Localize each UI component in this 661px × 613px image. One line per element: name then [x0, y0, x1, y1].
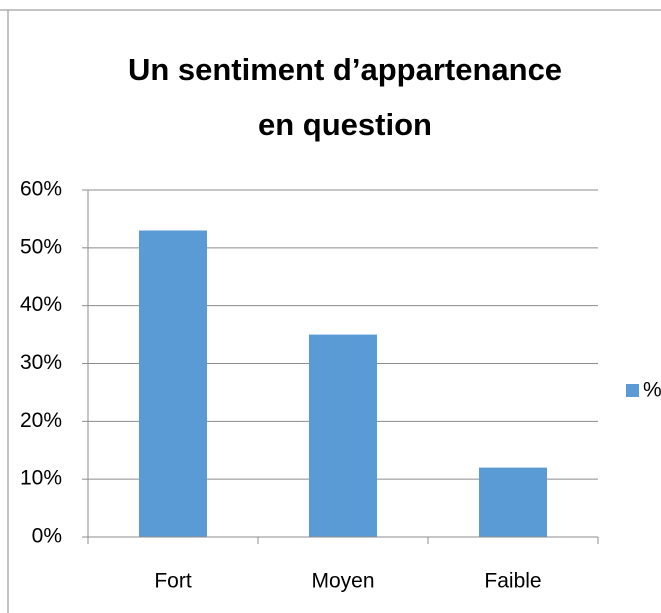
legend-swatch	[626, 384, 639, 397]
chart-title: Un sentiment d’appartenance	[128, 52, 562, 87]
x-tick-label: Moyen	[311, 570, 374, 593]
bar	[139, 230, 207, 537]
y-tick-label: 50%	[20, 235, 62, 258]
legend-label: %	[643, 379, 661, 402]
y-tick-label: 60%	[20, 178, 62, 201]
y-tick-label: 0%	[32, 525, 62, 548]
x-tick-label: Faible	[484, 570, 541, 593]
y-tick-label: 30%	[20, 351, 62, 374]
y-tick-label: 20%	[20, 409, 62, 432]
chart-title: en question	[258, 107, 432, 142]
x-tick-label: Fort	[154, 570, 192, 593]
y-tick-label: 10%	[20, 467, 62, 490]
y-tick-label: 40%	[20, 293, 62, 316]
bar	[479, 467, 547, 537]
bar	[309, 334, 377, 537]
